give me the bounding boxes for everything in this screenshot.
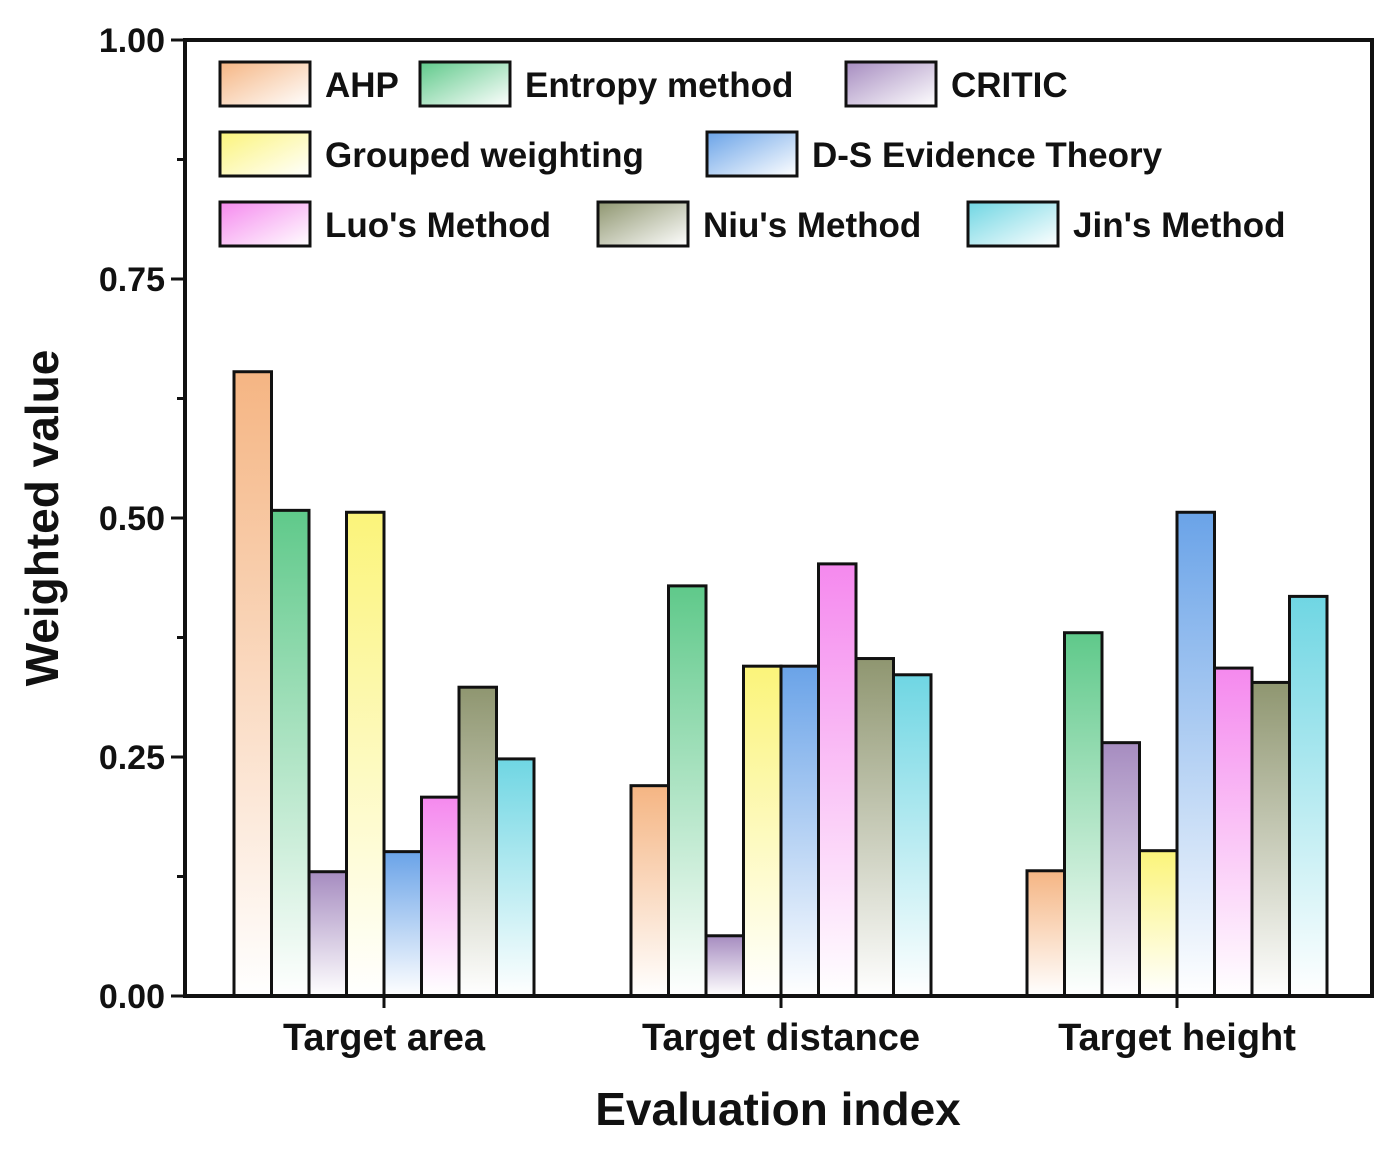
bar (854, 657, 895, 998)
bar (1100, 741, 1141, 998)
bar (704, 934, 745, 998)
legend-swatch (966, 200, 1060, 248)
x-tick-label: Target distance (642, 1017, 920, 1059)
bar (232, 370, 273, 998)
legend-label: Jin's Method (1073, 206, 1286, 245)
legend-label: Grouped weighting (325, 136, 644, 175)
bar (1213, 666, 1254, 998)
bar (1138, 849, 1179, 998)
legend-label: D-S Evidence Theory (812, 136, 1163, 175)
bar (629, 784, 670, 998)
bar (420, 795, 461, 998)
bar (779, 664, 820, 998)
legend-swatch (705, 130, 799, 178)
bar (495, 757, 536, 998)
legend: AHP Entropy method CRITIC Grouped weighting… (218, 60, 1286, 248)
bar (1288, 594, 1329, 998)
legend-swatch (596, 200, 690, 248)
bar (742, 664, 783, 998)
legend-label: CRITIC (951, 66, 1068, 105)
y-tick-label: 0.25 (99, 739, 165, 777)
x-axis-title: Evaluation index (595, 1083, 961, 1135)
legend-swatch (218, 60, 312, 108)
bar (1025, 869, 1066, 998)
y-axis-title: Weighted value (16, 350, 68, 687)
bar (1063, 631, 1104, 998)
bar (667, 584, 708, 998)
legend-label: Entropy method (525, 66, 793, 105)
bar (307, 870, 348, 998)
y-tick-label: 1.00 (99, 22, 165, 60)
x-tick-label: Target height (1058, 1017, 1296, 1059)
bar (345, 510, 386, 998)
x-axis: Target area Target distance Target height (283, 996, 1296, 1059)
bar (1175, 510, 1216, 998)
bar (892, 673, 933, 998)
y-axis: 0.00 0.25 0.50 0.75 1.00 (99, 22, 185, 1016)
y-tick-label: 0.00 (99, 978, 165, 1016)
y-tick-label: 0.50 (99, 500, 165, 538)
bar (817, 562, 858, 998)
x-tick-label: Target area (283, 1017, 486, 1059)
legend-swatch (218, 200, 312, 248)
legend-swatch (844, 60, 938, 108)
y-tick-label: 0.75 (99, 261, 165, 299)
legend-swatch (218, 130, 312, 178)
legend-label: Luo's Method (325, 206, 551, 245)
bar (1250, 680, 1291, 998)
bar (457, 685, 498, 998)
bars-group (232, 370, 1329, 998)
legend-label: Niu's Method (703, 206, 921, 245)
bar (382, 850, 423, 998)
legend-label: AHP (325, 66, 399, 105)
bar (270, 508, 311, 998)
legend-swatch (418, 60, 512, 108)
